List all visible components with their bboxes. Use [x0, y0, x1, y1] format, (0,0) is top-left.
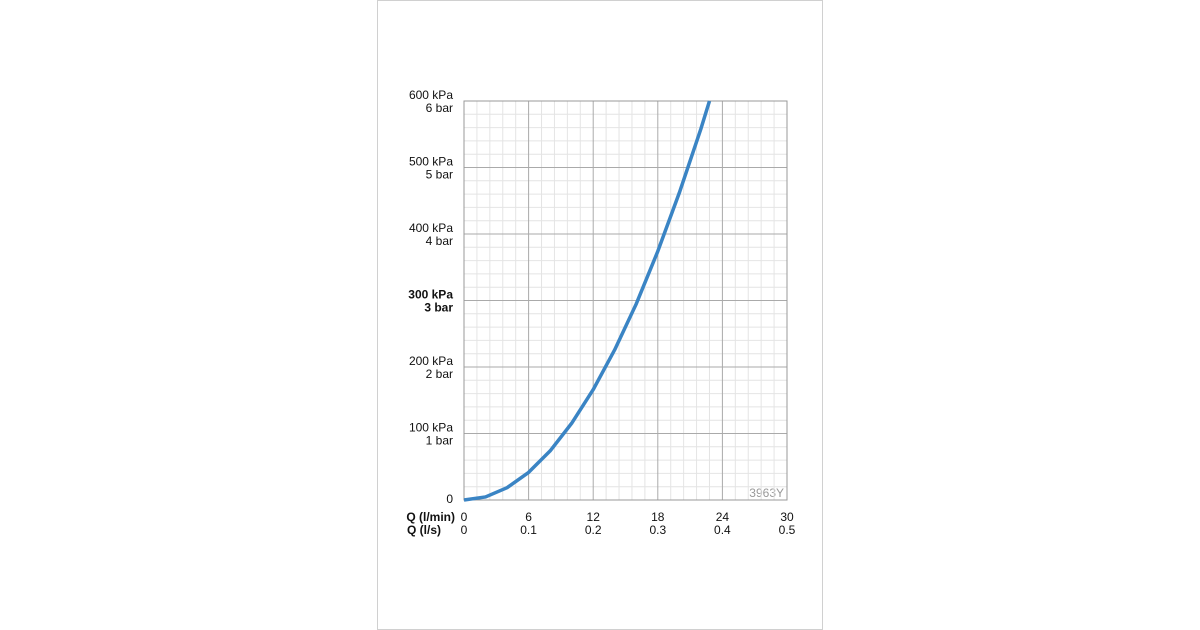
- x2-tick-label: 0.5: [779, 523, 796, 537]
- y-tick-label: 600 kPa: [409, 88, 453, 102]
- x-tick-label: 12: [587, 510, 601, 524]
- y-tick-sublabel: 1 bar: [426, 434, 453, 448]
- x2-tick-label: 0.3: [649, 523, 666, 537]
- curve: [463, 100, 712, 502]
- y-tick-label: 400 kPa: [409, 221, 453, 235]
- y-tick-sublabel: 5 bar: [426, 168, 453, 182]
- y-tick-sublabel: 6 bar: [426, 101, 453, 115]
- y-tick-label: 500 kPa: [409, 155, 453, 169]
- y-tick-sublabel: 2 bar: [426, 367, 453, 381]
- x2-tick-label: 0.2: [585, 523, 602, 537]
- x2-tick-label: 0: [461, 523, 468, 537]
- x-tick-label: 30: [780, 510, 794, 524]
- y-tick-sublabel: 4 bar: [426, 234, 453, 248]
- x-tick-label: 0: [461, 510, 468, 524]
- y-tick-label: 100 kPa: [409, 421, 453, 435]
- x2-tick-label: 0.1: [520, 523, 537, 537]
- y-tick-label: 200 kPa: [409, 354, 453, 368]
- x-tick-label: 6: [525, 510, 532, 524]
- annotation: 3963Y: [749, 486, 784, 500]
- plot-frame: [463, 100, 788, 501]
- x2-tick-label: 0.4: [714, 523, 731, 537]
- y-tick-label: 300 kPa: [408, 288, 453, 302]
- y-tick-label: 0: [446, 492, 453, 506]
- x-tick-label: 24: [716, 510, 730, 524]
- x2-axis-label: Q (l/s): [407, 523, 441, 537]
- x-tick-label: 18: [651, 510, 665, 524]
- y-tick-sublabel: 3 bar: [424, 301, 453, 315]
- x-axis-label: Q (l/min): [406, 510, 455, 524]
